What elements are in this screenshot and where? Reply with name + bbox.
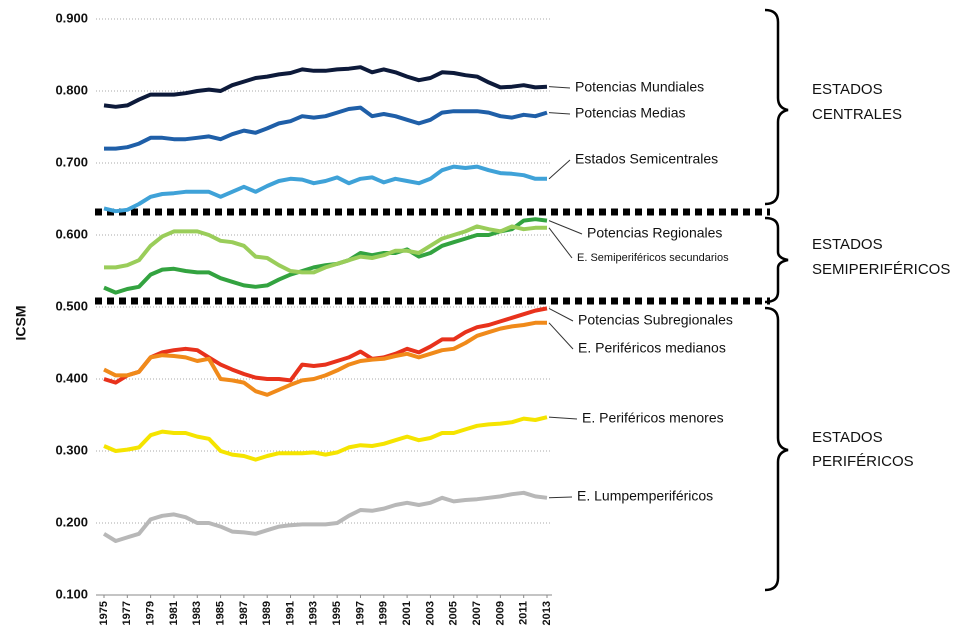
leader-line	[548, 86, 571, 89]
y-tick-label: 0.500	[55, 298, 88, 313]
x-tick-label: 2013	[541, 601, 553, 625]
series-line	[104, 105, 548, 151]
x-tick-label: 2003	[424, 601, 436, 625]
x-tick-label: 1999	[378, 601, 390, 625]
group-label: PERIFÉRICOS	[812, 453, 914, 470]
x-tick-label: 1997	[354, 601, 366, 625]
group-label: CENTRALES	[812, 106, 902, 123]
x-tick-label: 1987	[238, 601, 250, 625]
series-label: Potencias Medias	[575, 105, 686, 121]
series-line	[103, 415, 548, 462]
x-tick-label: 1995	[331, 601, 343, 625]
leader-line	[548, 416, 578, 420]
series-line	[102, 490, 548, 543]
x-tick-label: 1989	[261, 601, 273, 625]
x-tick-label: 1981	[168, 601, 180, 625]
x-tick-label: 1977	[121, 601, 133, 625]
group-label: ESTADOS	[812, 429, 883, 446]
x-tick-label: 1991	[284, 601, 296, 625]
x-tick-label: 2011	[518, 601, 530, 625]
brace	[764, 306, 789, 592]
series-label: Estados Semicentrales	[575, 151, 718, 167]
series-label: Potencias Mundiales	[575, 79, 704, 95]
leader-line	[548, 159, 571, 180]
leader-line	[548, 496, 573, 499]
series-label: Potencias Regionales	[587, 225, 722, 241]
y-tick-label: 0.400	[55, 370, 88, 385]
leader-line	[548, 112, 571, 115]
braces	[764, 8, 789, 592]
y-axis-label: ICSM	[13, 306, 29, 341]
brace	[764, 8, 789, 206]
series-line	[103, 164, 547, 214]
x-tick-label: 2001	[401, 601, 413, 625]
y-tick-label: 0.100	[55, 586, 88, 601]
series-line	[103, 65, 548, 109]
group-label: ESTADOS	[812, 81, 883, 98]
x-tick-label: 1975	[98, 601, 110, 625]
x-tick-label: 2007	[471, 601, 483, 625]
brace	[764, 216, 789, 304]
leader-line	[548, 227, 573, 259]
x-tick-label: 1993	[308, 601, 320, 625]
y-tick-label: 0.700	[55, 154, 88, 169]
y-tick-label: 0.900	[55, 10, 88, 25]
group-label: SEMIPERIFÉRICOS	[812, 261, 950, 278]
series-line	[103, 217, 548, 295]
group-label: ESTADOS	[812, 236, 883, 253]
series-line	[104, 224, 547, 275]
x-tick-label: 1983	[191, 601, 203, 625]
series-label: E. Semiperiféricos secundarios	[577, 252, 729, 264]
x-tick-label: 1979	[145, 601, 157, 625]
series-label: E. Periféricos medianos	[578, 340, 726, 356]
x-tick-label: 2009	[494, 601, 506, 625]
leader-line	[548, 307, 574, 322]
x-tick-label: 1985	[214, 601, 226, 625]
series-label: E. Lumpemperiféricos	[577, 488, 713, 504]
y-tick-label: 0.600	[55, 226, 88, 241]
series-line	[103, 320, 547, 397]
y-tick-label: 0.800	[55, 82, 88, 97]
series-label: Potencias Subregionales	[578, 312, 733, 328]
series-line	[103, 306, 548, 385]
x-tick-label: 2005	[448, 601, 460, 625]
series-label: E. Periféricos menores	[582, 410, 724, 426]
leader-line	[548, 322, 574, 350]
y-tick-label: 0.200	[55, 514, 88, 529]
y-tick-label: 0.300	[55, 442, 88, 457]
leader-line	[548, 220, 583, 235]
